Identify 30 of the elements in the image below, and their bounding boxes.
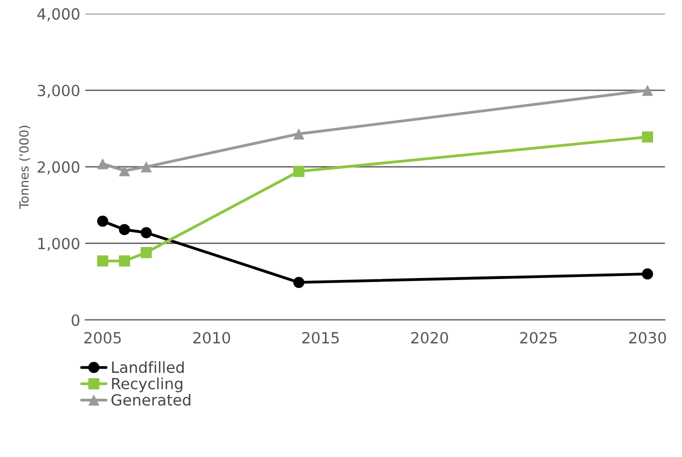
- x-tick-label: 2010: [193, 332, 230, 344]
- y-tick-label: 3,000: [38, 84, 80, 98]
- y-axis-title: Tonnes ('000): [19, 126, 30, 209]
- y-tick-label: 1,000: [38, 238, 80, 251]
- point: [293, 166, 304, 177]
- point: [97, 216, 108, 227]
- legend-label: Generated: [111, 394, 190, 406]
- x-tick-label: 2030: [629, 332, 666, 344]
- point: [642, 84, 654, 96]
- point: [118, 255, 130, 267]
- y-tick-label: 0: [72, 314, 80, 326]
- y-tick-label: 2,000: [38, 161, 80, 174]
- x-tick-label: 2025: [520, 332, 557, 344]
- y-tick-label: 4,000: [37, 8, 80, 22]
- point: [642, 268, 654, 280]
- point: [140, 161, 152, 172]
- x-tick-label: 2015: [302, 332, 339, 344]
- legend-label: Landfilled: [112, 361, 184, 374]
- point: [642, 131, 654, 143]
- x-tick-label: 2005: [84, 332, 121, 344]
- x-tick-label: 2020: [411, 332, 448, 344]
- point: [97, 158, 108, 170]
- point: [118, 224, 130, 236]
- point: [97, 255, 108, 267]
- point: [118, 165, 130, 176]
- point: [140, 227, 152, 238]
- legend-label: Recycling: [112, 378, 182, 392]
- point: [140, 246, 152, 258]
- point: [293, 128, 304, 140]
- point: [293, 276, 304, 288]
